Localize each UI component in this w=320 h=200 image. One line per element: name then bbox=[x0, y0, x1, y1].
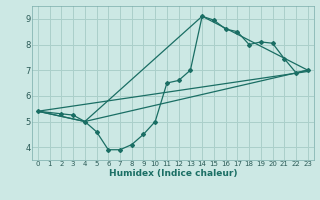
X-axis label: Humidex (Indice chaleur): Humidex (Indice chaleur) bbox=[108, 169, 237, 178]
